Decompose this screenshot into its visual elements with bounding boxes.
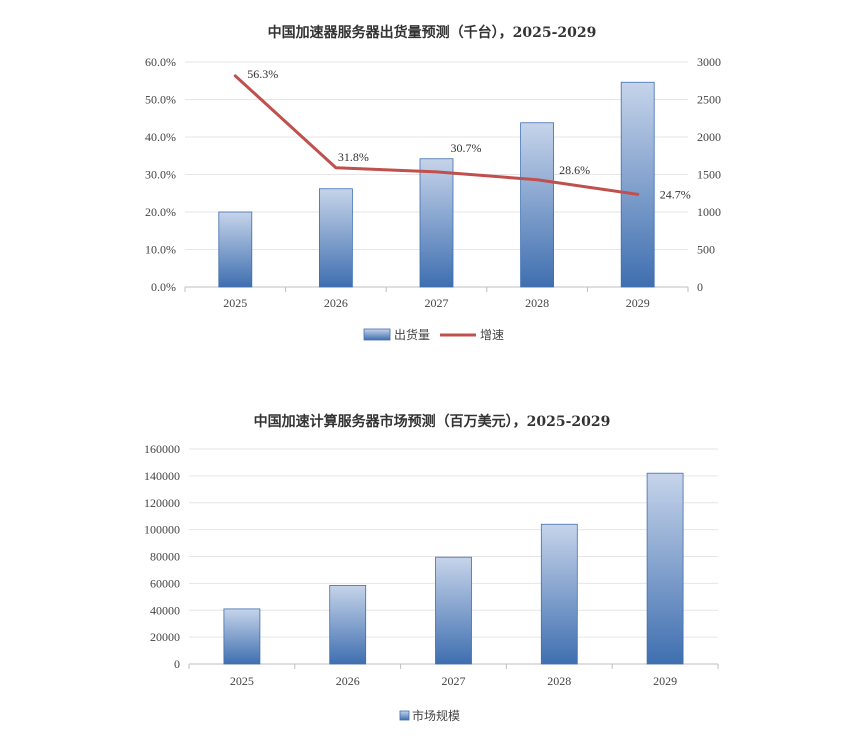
chart1-title: 中国加速器服务器出货量预测（千台），2025-2029 bbox=[268, 24, 597, 41]
chart1-bars bbox=[218, 81, 655, 288]
chart1-x-tick: 2026 bbox=[324, 296, 348, 310]
chart1-y-left-tick: 20.0% bbox=[145, 205, 176, 219]
chart1-growth-line-path bbox=[233, 74, 640, 196]
chart1-bar-2026 bbox=[318, 188, 353, 288]
chart1-data-label: 31.8% bbox=[338, 150, 369, 164]
chart2-title: 中国加速计算服务器市场预测（百万美元），2025-2029 bbox=[254, 413, 611, 430]
chart2-y-ticks: 0 20000 40000 60000 80000 100000 120000 140000 1… bbox=[144, 442, 180, 671]
chart2-y-tick: 40000 bbox=[150, 603, 180, 617]
chart1-x-ticks: 2025 2026 2027 2028 2029 bbox=[223, 296, 649, 310]
chart1-y-left-tick: 0.0% bbox=[151, 280, 176, 294]
chart2-y-tick: 20000 bbox=[150, 630, 180, 644]
chart1-data-labels: 56.3% 31.8% 30.7% 28.6% 24.7% bbox=[247, 67, 690, 202]
chart1-y-right-tick: 2500 bbox=[697, 93, 721, 107]
chart1-y-left-tick: 10.0% bbox=[145, 243, 176, 257]
chart2-y-tick: 140000 bbox=[144, 469, 180, 483]
chart2-bar-2025 bbox=[223, 608, 261, 665]
chart1-y-right-tick: 500 bbox=[697, 243, 715, 257]
chart1-y-left-tick: 30.0% bbox=[145, 168, 176, 182]
chart1-y-right-tick: 3000 bbox=[697, 55, 721, 69]
chart1-y-left-tick: 50.0% bbox=[145, 93, 176, 107]
chart1-growth-line bbox=[233, 74, 640, 196]
chart2-bars bbox=[223, 472, 684, 665]
chart1-y-left-tick: 60.0% bbox=[145, 55, 176, 69]
legend-label-shipments: 出货量 bbox=[394, 327, 430, 342]
chart1-gridlines bbox=[184, 61, 689, 292]
chart1-data-label: 24.7% bbox=[660, 187, 691, 201]
chart2-y-tick: 120000 bbox=[144, 496, 180, 510]
chart2-y-tick: 160000 bbox=[144, 442, 180, 456]
chart1-x-tick: 2028 bbox=[525, 296, 549, 310]
chart1-legend: 出货量 增速 bbox=[363, 327, 504, 342]
chart2-x-ticks: 2025 2026 2027 2028 2029 bbox=[230, 674, 677, 688]
chart1-bar-2027 bbox=[419, 158, 454, 288]
chart1-y-right-tick: 1500 bbox=[697, 168, 721, 182]
chart2-legend: 市场规模 bbox=[399, 708, 460, 723]
chart1-y-right-tick: 0 bbox=[697, 280, 703, 294]
chart1-bar-2029 bbox=[620, 81, 655, 288]
chart2-y-tick: 0 bbox=[174, 657, 180, 671]
chart2-x-tick: 2026 bbox=[336, 674, 360, 688]
chart1-y-left-ticks: 0.0% 10.0% 20.0% 30.0% 40.0% 50.0% 60.0% bbox=[145, 55, 176, 294]
chart1-y-right-ticks: 0 500 1000 1500 2000 2500 3000 bbox=[697, 55, 721, 294]
chart1-y-right-tick: 1000 bbox=[697, 205, 721, 219]
chart1-data-label: 56.3% bbox=[247, 67, 278, 81]
shipment-chart: 中国加速器服务器出货量预测（千台），2025-2029 0.0% 10.0% 20.… bbox=[145, 24, 721, 342]
chart2-x-tick: 2027 bbox=[442, 674, 466, 688]
chart1-y-right-tick: 2000 bbox=[697, 130, 721, 144]
chart2-y-tick: 80000 bbox=[150, 550, 180, 564]
market-chart: 中国加速计算服务器市场预测（百万美元），2025-2029 0 20000 4000… bbox=[144, 413, 719, 723]
chart2-bar-2028 bbox=[540, 523, 578, 665]
chart2-bar-2026 bbox=[329, 584, 367, 665]
legend-swatch-shipments bbox=[363, 328, 391, 341]
chart1-data-label: 30.7% bbox=[451, 141, 482, 155]
chart2-y-tick: 100000 bbox=[144, 523, 180, 537]
chart2-bar-2029 bbox=[646, 472, 684, 665]
chart1-bar-2028 bbox=[520, 122, 554, 288]
chart2-bar-2027 bbox=[435, 556, 472, 665]
chart1-bar-2025 bbox=[218, 211, 253, 288]
chart1-x-tick: 2027 bbox=[425, 296, 449, 310]
legend-swatch-market bbox=[399, 710, 410, 721]
chart1-data-label: 28.6% bbox=[559, 163, 590, 177]
chart1-y-left-tick: 40.0% bbox=[145, 130, 176, 144]
legend-label-growth: 增速 bbox=[480, 328, 504, 342]
chart2-x-tick: 2025 bbox=[230, 674, 254, 688]
chart2-x-tick: 2029 bbox=[653, 674, 677, 688]
chart2-y-tick: 60000 bbox=[150, 576, 180, 590]
chart2-x-tick: 2028 bbox=[547, 674, 571, 688]
legend-label-market: 市场规模 bbox=[412, 708, 460, 723]
chart1-x-tick: 2025 bbox=[223, 296, 247, 310]
chart1-x-tick: 2029 bbox=[626, 296, 650, 310]
